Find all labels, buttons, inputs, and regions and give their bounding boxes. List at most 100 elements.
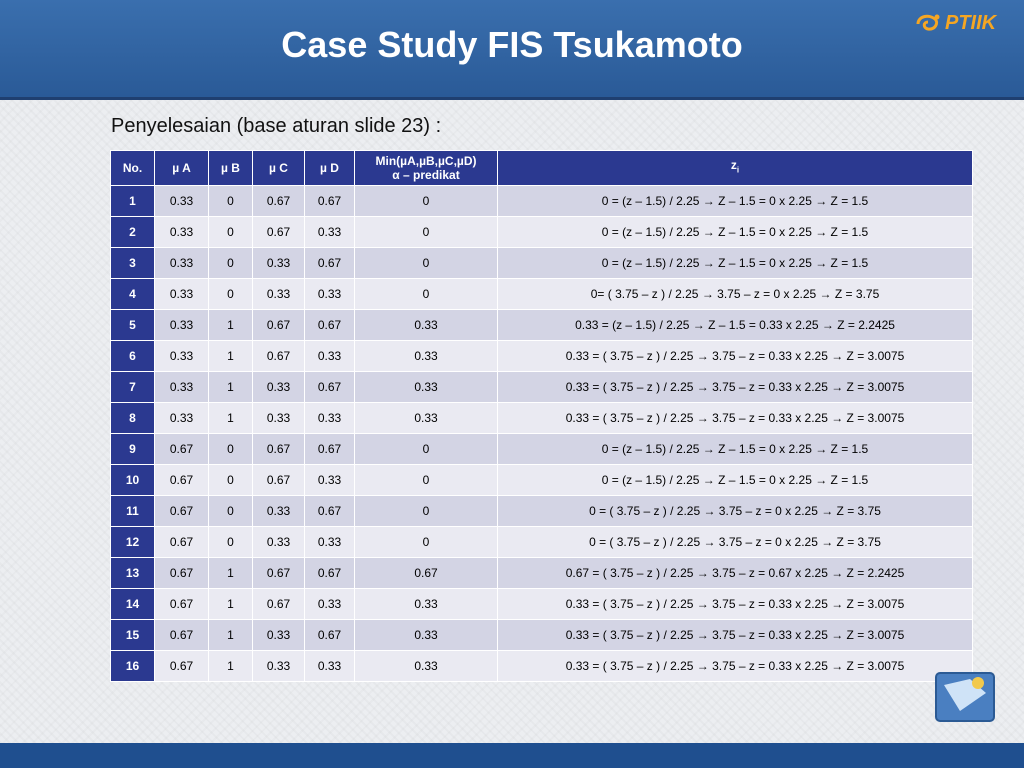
mu-b-cell: 1 <box>208 588 253 620</box>
mu-a-cell: 0.67 <box>154 650 209 682</box>
z-cell: 0= ( 3.75 – z ) / 2.25 → 3.75 – z = 0 x … <box>497 278 973 310</box>
alpha-cell: 0 <box>354 278 498 310</box>
mu-a-cell: 0.67 <box>154 526 209 558</box>
mu-d-cell: 0.33 <box>304 464 355 496</box>
alpha-cell: 0 <box>354 495 498 527</box>
table-row: 6 0.33 1 0.67 0.33 0.33 0.33 = ( 3.75 – z ) / … <box>110 340 973 372</box>
row-no: 3 <box>110 247 155 279</box>
alpha-cell: 0 <box>354 464 498 496</box>
mu-c-cell: 0.67 <box>252 433 305 465</box>
mu-d-cell: 0.67 <box>304 247 355 279</box>
row-no: 4 <box>110 278 155 310</box>
header-min-label: Min(µA,µB,µC,µD) <box>375 154 477 168</box>
mu-c-cell: 0.67 <box>252 216 305 248</box>
table-row: 4 0.33 0 0.33 0.33 0 0= ( 3.75 – z ) / 2.25 → … <box>110 278 973 310</box>
row-no: 12 <box>110 526 155 558</box>
row-no: 5 <box>110 309 155 341</box>
mu-a-cell: 0.33 <box>154 278 209 310</box>
alpha-cell: 0.33 <box>354 588 498 620</box>
mu-a-cell: 0.33 <box>154 371 209 403</box>
alpha-cell: 0 <box>354 433 498 465</box>
z-cell: 0 = (z – 1.5) / 2.25 → Z – 1.5 = 0 x 2.2… <box>497 247 973 279</box>
table-row: 5 0.33 1 0.67 0.67 0.33 0.33 = (z – 1.5) / 2.2… <box>110 309 973 341</box>
alpha-cell: 0 <box>354 185 498 217</box>
row-no: 11 <box>110 495 155 527</box>
slide-title: Case Study FIS Tsukamoto <box>281 24 743 65</box>
header-alpha-predikat: Min(µA,µB,µC,µD) α – predikat <box>354 150 498 186</box>
mu-c-cell: 0.33 <box>252 278 305 310</box>
mu-c-cell: 0.33 <box>252 371 305 403</box>
row-no: 14 <box>110 588 155 620</box>
mu-d-cell: 0.67 <box>304 433 355 465</box>
table-row: 13 0.67 1 0.67 0.67 0.67 0.67 = ( 3.75 – z ) /… <box>110 557 973 589</box>
mu-d-cell: 0.67 <box>304 371 355 403</box>
mu-c-cell: 0.33 <box>252 402 305 434</box>
mu-d-cell: 0.67 <box>304 185 355 217</box>
z-cell: 0.33 = ( 3.75 – z ) / 2.25 → 3.75 – z = … <box>497 371 973 403</box>
alpha-cell: 0.33 <box>354 309 498 341</box>
table-row: 15 0.67 1 0.33 0.67 0.33 0.33 = ( 3.75 – z ) /… <box>110 619 973 651</box>
mu-c-cell: 0.33 <box>252 619 305 651</box>
header-z-subscript: i <box>736 165 740 175</box>
footer-bar <box>0 743 1024 768</box>
row-no: 16 <box>110 650 155 682</box>
mu-d-cell: 0.67 <box>304 309 355 341</box>
mu-b-cell: 0 <box>208 278 253 310</box>
logo-swirl-icon <box>916 14 940 31</box>
mu-a-cell: 0.67 <box>154 588 209 620</box>
table-row: 8 0.33 1 0.33 0.33 0.33 0.33 = ( 3.75 – z ) / … <box>110 402 973 434</box>
mu-b-cell: 1 <box>208 340 253 372</box>
mu-c-cell: 0.67 <box>252 464 305 496</box>
mu-a-cell: 0.67 <box>154 464 209 496</box>
mu-c-cell: 0.33 <box>252 495 305 527</box>
ptiik-logo: PTIIK <box>915 10 1015 38</box>
mu-a-cell: 0.33 <box>154 216 209 248</box>
alpha-cell: 0 <box>354 247 498 279</box>
mu-c-cell: 0.33 <box>252 247 305 279</box>
row-no: 1 <box>110 185 155 217</box>
z-cell: 0 = ( 3.75 – z ) / 2.25 → 3.75 – z = 0 x… <box>497 495 973 527</box>
mu-d-cell: 0.67 <box>304 495 355 527</box>
alpha-cell: 0.33 <box>354 340 498 372</box>
table-row: 14 0.67 1 0.67 0.33 0.33 0.33 = ( 3.75 – z ) /… <box>110 588 973 620</box>
mu-d-cell: 0.33 <box>304 216 355 248</box>
mu-d-cell: 0.33 <box>304 650 355 682</box>
mu-c-cell: 0.33 <box>252 650 305 682</box>
header-mu-b: µ B <box>208 150 253 186</box>
mu-c-cell: 0.67 <box>252 340 305 372</box>
z-cell: 0 = (z – 1.5) / 2.25 → Z – 1.5 = 0 x 2.2… <box>497 216 973 248</box>
mu-d-cell: 0.33 <box>304 278 355 310</box>
alpha-cell: 0.67 <box>354 557 498 589</box>
z-cell: 0.33 = ( 3.75 – z ) / 2.25 → 3.75 – z = … <box>497 588 973 620</box>
mu-b-cell: 1 <box>208 371 253 403</box>
mu-b-cell: 1 <box>208 619 253 651</box>
mu-a-cell: 0.67 <box>154 557 209 589</box>
z-cell: 0.33 = ( 3.75 – z ) / 2.25 → 3.75 – z = … <box>497 650 973 682</box>
header-z: zi <box>497 150 973 186</box>
z-cell: 0.33 = (z – 1.5) / 2.25 → Z – 1.5 = 0.33… <box>497 309 973 341</box>
mu-b-cell: 1 <box>208 309 253 341</box>
mu-b-cell: 0 <box>208 526 253 558</box>
mu-d-cell: 0.67 <box>304 619 355 651</box>
z-cell: 0 = ( 3.75 – z ) / 2.25 → 3.75 – z = 0 x… <box>497 526 973 558</box>
header-mu-a: µ A <box>154 150 209 186</box>
logo-text: PTIIK <box>945 12 997 34</box>
table-row: 16 0.67 1 0.33 0.33 0.33 0.33 = ( 3.75 – z ) /… <box>110 650 973 682</box>
mu-d-cell: 0.33 <box>304 340 355 372</box>
alpha-cell: 0.33 <box>354 619 498 651</box>
header-mu-c: µ C <box>252 150 305 186</box>
header-no: No. <box>110 150 155 186</box>
z-cell: 0 = (z – 1.5) / 2.25 → Z – 1.5 = 0 x 2.2… <box>497 185 973 217</box>
mu-d-cell: 0.33 <box>304 402 355 434</box>
table-row: 9 0.67 0 0.67 0.67 0 0 = (z – 1.5) / 2.25 → Z … <box>110 433 973 465</box>
alpha-cell: 0 <box>354 216 498 248</box>
header-alpha-label: α – predikat <box>392 168 460 182</box>
z-cell: 0.33 = ( 3.75 – z ) / 2.25 → 3.75 – z = … <box>497 619 973 651</box>
z-cell: 0 = (z – 1.5) / 2.25 → Z – 1.5 = 0 x 2.2… <box>497 464 973 496</box>
row-no: 6 <box>110 340 155 372</box>
mu-c-cell: 0.33 <box>252 526 305 558</box>
row-no: 8 <box>110 402 155 434</box>
mu-c-cell: 0.67 <box>252 185 305 217</box>
row-no: 13 <box>110 557 155 589</box>
mu-b-cell: 0 <box>208 464 253 496</box>
